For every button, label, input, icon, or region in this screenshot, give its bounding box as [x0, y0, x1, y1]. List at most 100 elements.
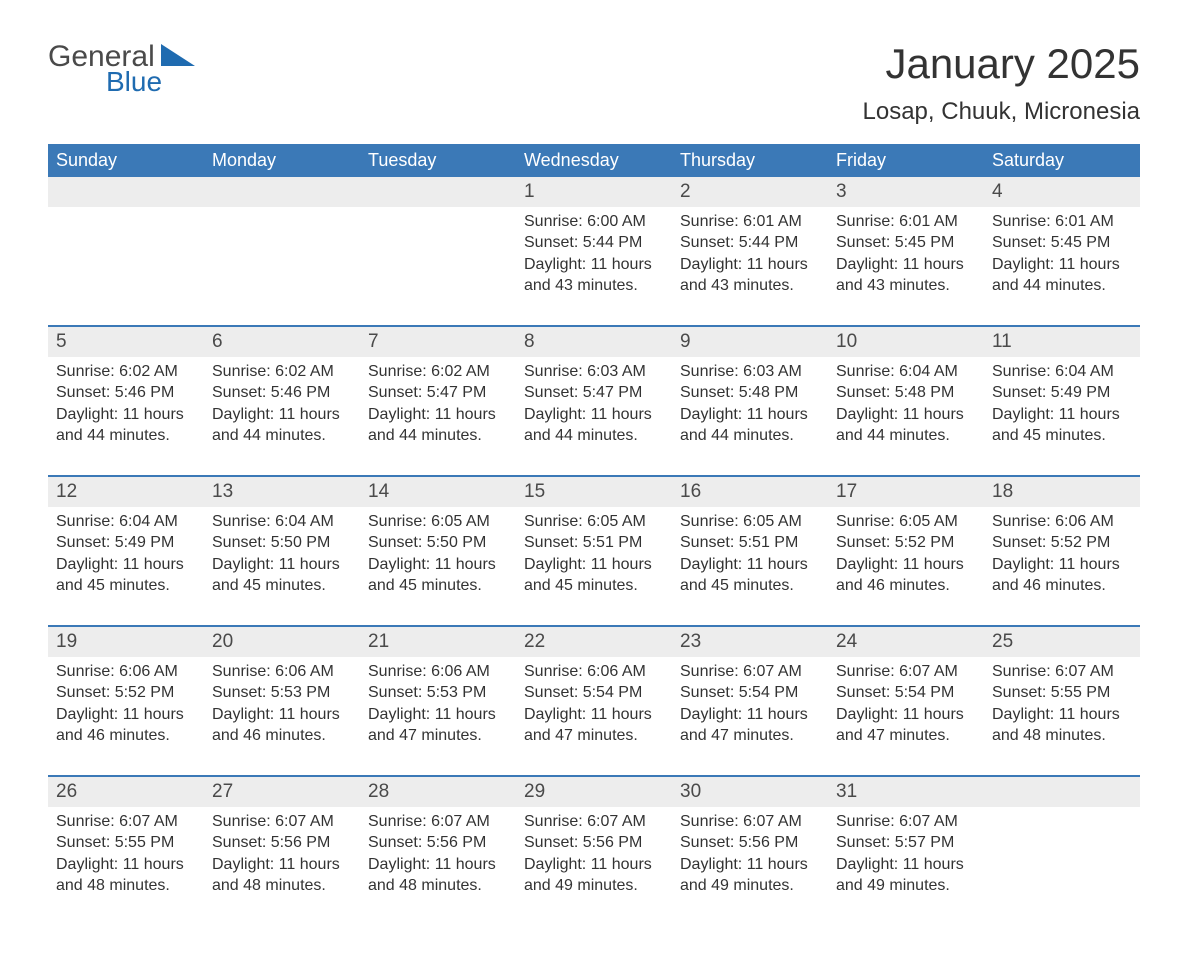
sunrise-text: Sunrise: 6:07 AM [836, 811, 976, 833]
sunrise-text: Sunrise: 6:05 AM [524, 511, 664, 533]
day-number: 23 [672, 626, 828, 657]
day-cell: Sunrise: 6:04 AMSunset: 5:50 PMDaylight:… [204, 507, 360, 626]
day-header: Monday [204, 144, 360, 177]
header: General Blue January 2025 Losap, Chuuk, … [48, 40, 1140, 126]
day-number: 13 [204, 476, 360, 507]
sunrise-text: Sunrise: 6:03 AM [524, 361, 664, 383]
day-number: 17 [828, 476, 984, 507]
daylight-text: Daylight: 11 hours and 46 minutes. [992, 554, 1132, 597]
day-cell: Sunrise: 6:05 AMSunset: 5:51 PMDaylight:… [672, 507, 828, 626]
day-details: Sunrise: 6:06 AMSunset: 5:53 PMDaylight:… [368, 657, 508, 747]
day-details: Sunrise: 6:07 AMSunset: 5:55 PMDaylight:… [992, 657, 1132, 747]
day-cell: Sunrise: 6:06 AMSunset: 5:52 PMDaylight:… [984, 507, 1140, 626]
day-details: Sunrise: 6:00 AMSunset: 5:44 PMDaylight:… [524, 207, 664, 297]
daylight-text: Daylight: 11 hours and 47 minutes. [836, 704, 976, 747]
daylight-text: Daylight: 11 hours and 46 minutes. [56, 704, 196, 747]
day-details: Sunrise: 6:02 AMSunset: 5:46 PMDaylight:… [212, 357, 352, 447]
sunrise-text: Sunrise: 6:06 AM [212, 661, 352, 683]
day-details: Sunrise: 6:04 AMSunset: 5:49 PMDaylight:… [56, 507, 196, 597]
sunset-text: Sunset: 5:55 PM [992, 682, 1132, 704]
logo-word2: Blue [106, 66, 195, 98]
day-number: 19 [48, 626, 204, 657]
sunrise-text: Sunrise: 6:05 AM [680, 511, 820, 533]
sunset-text: Sunset: 5:56 PM [680, 832, 820, 854]
day-cell: Sunrise: 6:04 AMSunset: 5:49 PMDaylight:… [48, 507, 204, 626]
day-number: 8 [516, 326, 672, 357]
sunrise-text: Sunrise: 6:07 AM [680, 811, 820, 833]
day-details: Sunrise: 6:06 AMSunset: 5:52 PMDaylight:… [56, 657, 196, 747]
daylight-text: Daylight: 11 hours and 44 minutes. [992, 254, 1132, 297]
daylight-text: Daylight: 11 hours and 44 minutes. [524, 404, 664, 447]
day-details: Sunrise: 6:07 AMSunset: 5:54 PMDaylight:… [836, 657, 976, 747]
day-cell: Sunrise: 6:07 AMSunset: 5:56 PMDaylight:… [672, 807, 828, 925]
sunrise-text: Sunrise: 6:04 AM [836, 361, 976, 383]
day-number-row: 567891011 [48, 326, 1140, 357]
sunset-text: Sunset: 5:46 PM [56, 382, 196, 404]
day-cell: Sunrise: 6:07 AMSunset: 5:56 PMDaylight:… [516, 807, 672, 925]
day-details: Sunrise: 6:04 AMSunset: 5:49 PMDaylight:… [992, 357, 1132, 447]
day-number: 12 [48, 476, 204, 507]
title-block: January 2025 Losap, Chuuk, Micronesia [863, 40, 1140, 126]
day-content-row: Sunrise: 6:04 AMSunset: 5:49 PM Daylight:… [48, 507, 1140, 626]
day-cell: Sunrise: 6:03 AMSunset: 5:47 PMDaylight:… [516, 357, 672, 476]
day-details: Sunrise: 6:05 AMSunset: 5:50 PMDaylight:… [368, 507, 508, 597]
day-details: Sunrise: 6:01 AMSunset: 5:44 PMDaylight:… [680, 207, 820, 297]
day-number: 16 [672, 476, 828, 507]
daylight-text: Daylight: 11 hours and 47 minutes. [680, 704, 820, 747]
sunset-text: Sunset: 5:51 PM [524, 532, 664, 554]
sunset-text: Sunset: 5:48 PM [680, 382, 820, 404]
sunset-text: Sunset: 5:52 PM [992, 532, 1132, 554]
daylight-text: Daylight: 11 hours and 49 minutes. [836, 854, 976, 897]
sunset-text: Sunset: 5:47 PM [524, 382, 664, 404]
daylight-text: Daylight: 11 hours and 49 minutes. [524, 854, 664, 897]
day-cell: Sunrise: 6:06 AMSunset: 5:54 PMDaylight:… [516, 657, 672, 776]
day-number: 1 [516, 177, 672, 207]
sunset-text: Sunset: 5:54 PM [524, 682, 664, 704]
daylight-text: Daylight: 11 hours and 46 minutes. [212, 704, 352, 747]
sunrise-text: Sunrise: 6:01 AM [836, 211, 976, 233]
daylight-text: Daylight: 11 hours and 48 minutes. [56, 854, 196, 897]
day-cell: Sunrise: 6:01 AMSunset: 5:45 PMDaylight:… [828, 207, 984, 326]
daylight-text: Daylight: 11 hours and 47 minutes. [368, 704, 508, 747]
sunrise-text: Sunrise: 6:07 AM [524, 811, 664, 833]
sunrise-text: Sunrise: 6:04 AM [56, 511, 196, 533]
sunrise-text: Sunrise: 6:04 AM [992, 361, 1132, 383]
sunset-text: Sunset: 5:46 PM [212, 382, 352, 404]
sunset-text: Sunset: 5:49 PM [56, 532, 196, 554]
day-content-row: Sunrise: 6:06 AMSunset: 5:52 PMDaylight:… [48, 657, 1140, 776]
sunset-text: Sunset: 5:56 PM [368, 832, 508, 854]
daylight-text: Daylight: 11 hours and 49 minutes. [680, 854, 820, 897]
sunset-text: Sunset: 5:50 PM [212, 532, 352, 554]
day-details: Sunrise: 6:07 AMSunset: 5:54 PMDaylight:… [680, 657, 820, 747]
day-details: Sunrise: 6:05 AMSunset: 5:52 PMDaylight:… [836, 507, 976, 597]
calendar-header-row: SundayMondayTuesdayWednesdayThursdayFrid… [48, 144, 1140, 177]
sunset-text: Sunset: 5:52 PM [836, 532, 976, 554]
day-number [48, 177, 204, 207]
day-number [360, 177, 516, 207]
day-cell [48, 207, 204, 326]
day-number: 7 [360, 326, 516, 357]
day-cell: Sunrise: 6:07 AMSunset: 5:54 PMDaylight:… [828, 657, 984, 776]
day-number: 5 [48, 326, 204, 357]
day-cell: Sunrise: 6:05 AMSunset: 5:52 PMDaylight:… [828, 507, 984, 626]
day-details: Sunrise: 6:01 AMSunset: 5:45 PMDaylight:… [836, 207, 976, 297]
day-number: 18 [984, 476, 1140, 507]
sunset-text: Sunset: 5:57 PM [836, 832, 976, 854]
daylight-text: Daylight: 11 hours and 48 minutes. [368, 854, 508, 897]
day-cell [984, 807, 1140, 925]
day-details: Sunrise: 6:06 AMSunset: 5:52 PMDaylight:… [992, 507, 1132, 597]
day-details: Sunrise: 6:07 AMSunset: 5:55 PMDaylight:… [56, 807, 196, 897]
daylight-text: Daylight: 11 hours and 44 minutes. [680, 404, 820, 447]
day-header: Thursday [672, 144, 828, 177]
day-number: 26 [48, 776, 204, 807]
day-number: 28 [360, 776, 516, 807]
day-number: 2 [672, 177, 828, 207]
day-details: Sunrise: 6:07 AMSunset: 5:56 PMDaylight:… [368, 807, 508, 897]
day-number: 6 [204, 326, 360, 357]
day-header: Saturday [984, 144, 1140, 177]
day-details: Sunrise: 6:02 AMSunset: 5:46 PMDaylight:… [56, 357, 196, 447]
day-details: Sunrise: 6:07 AMSunset: 5:56 PMDaylight:… [524, 807, 664, 897]
sunset-text: Sunset: 5:52 PM [56, 682, 196, 704]
day-number: 22 [516, 626, 672, 657]
daylight-text: Daylight: 11 hours and 46 minutes. [836, 554, 976, 597]
